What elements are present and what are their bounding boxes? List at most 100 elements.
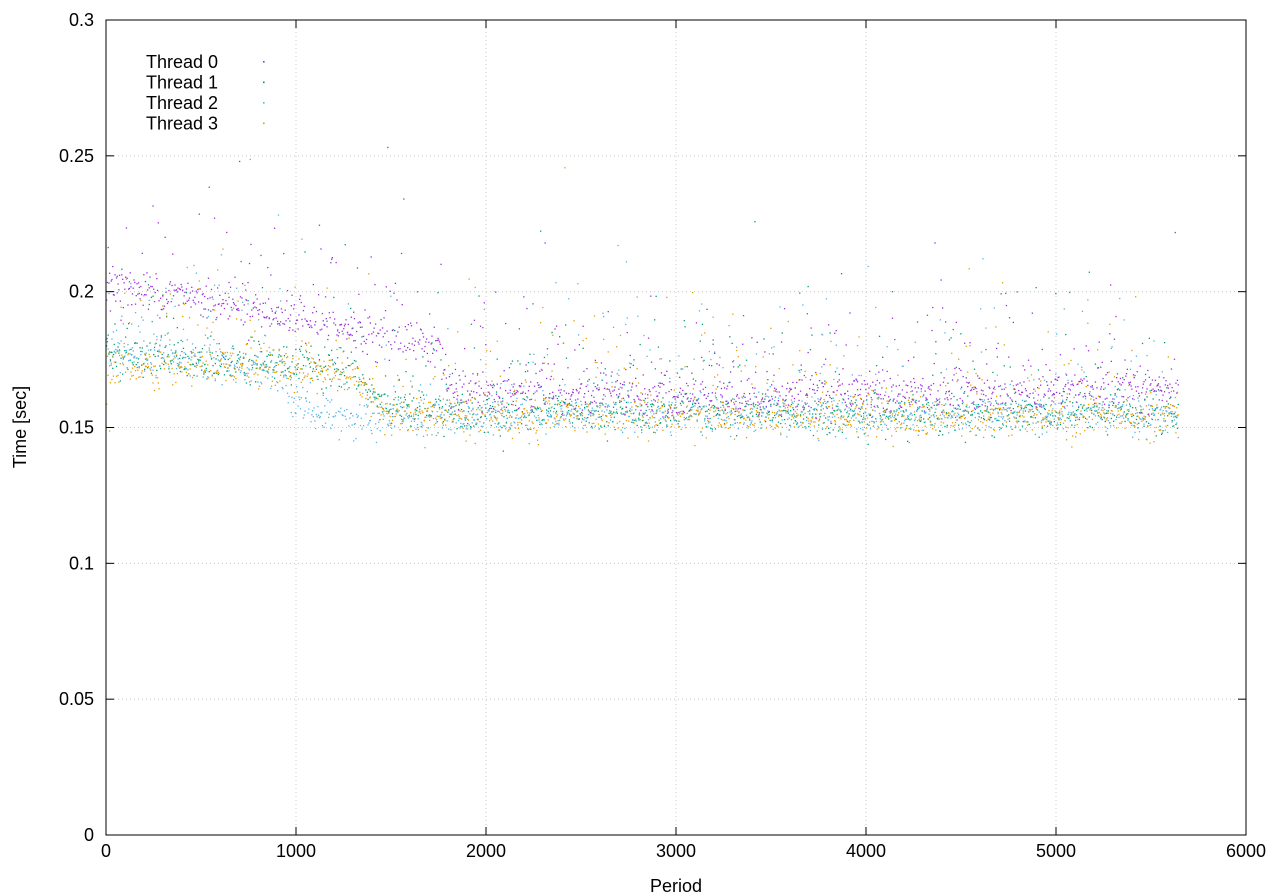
data-point xyxy=(526,410,528,412)
data-point xyxy=(179,361,181,363)
data-point xyxy=(627,390,629,392)
data-point xyxy=(603,411,606,413)
data-point xyxy=(999,429,1001,431)
data-point xyxy=(387,395,389,397)
data-point xyxy=(216,343,218,345)
data-point xyxy=(195,366,197,368)
data-point xyxy=(284,309,286,311)
data-point xyxy=(611,371,613,373)
data-point xyxy=(587,417,589,419)
data-point xyxy=(207,376,209,378)
data-point xyxy=(720,401,722,403)
data-point xyxy=(276,370,278,373)
data-point xyxy=(1136,423,1138,425)
data-point xyxy=(953,395,955,398)
data-point xyxy=(245,373,247,375)
data-point xyxy=(609,419,612,421)
data-point xyxy=(613,416,615,418)
data-point xyxy=(259,351,261,353)
data-point xyxy=(875,306,877,309)
data-point xyxy=(299,348,301,350)
data-point xyxy=(171,284,173,287)
data-point xyxy=(321,370,324,372)
data-point xyxy=(446,390,448,392)
data-point xyxy=(622,413,625,415)
data-point xyxy=(276,306,278,309)
data-point xyxy=(326,320,328,322)
data-point xyxy=(448,409,450,411)
data-point xyxy=(674,419,676,421)
data-point xyxy=(304,375,306,377)
data-point xyxy=(1037,369,1040,371)
data-point xyxy=(173,344,175,346)
data-point xyxy=(556,404,558,406)
data-point xyxy=(185,367,188,370)
data-point xyxy=(618,369,620,371)
data-point xyxy=(264,302,267,304)
data-point xyxy=(639,403,641,405)
data-point xyxy=(1045,421,1047,423)
data-point xyxy=(141,364,143,366)
data-point xyxy=(365,413,367,415)
data-point xyxy=(561,400,563,402)
data-point xyxy=(334,372,336,374)
data-point xyxy=(875,365,878,367)
data-point xyxy=(498,429,500,431)
data-point xyxy=(1132,421,1135,423)
data-point xyxy=(878,335,881,337)
data-point xyxy=(150,369,152,371)
data-point xyxy=(815,408,818,411)
data-point xyxy=(116,275,118,277)
data-point xyxy=(321,367,323,370)
data-point xyxy=(384,375,387,377)
data-point xyxy=(590,412,593,415)
data-point xyxy=(533,385,536,387)
data-point xyxy=(970,414,972,416)
data-point xyxy=(153,346,156,349)
data-point xyxy=(777,410,779,413)
data-point xyxy=(208,347,210,349)
data-point xyxy=(204,334,207,336)
data-point xyxy=(455,404,457,406)
data-point xyxy=(711,428,713,430)
data-point xyxy=(423,350,425,352)
data-point xyxy=(703,359,705,362)
data-point xyxy=(544,398,546,400)
data-point xyxy=(631,383,634,385)
data-point xyxy=(707,420,709,422)
data-point xyxy=(671,402,673,404)
data-point xyxy=(925,411,927,413)
data-point xyxy=(942,413,944,415)
data-point xyxy=(741,415,743,417)
data-point xyxy=(837,417,840,419)
data-point xyxy=(195,362,197,364)
data-point xyxy=(885,424,888,426)
data-point xyxy=(670,389,672,391)
data-point xyxy=(249,158,251,161)
data-point xyxy=(829,332,831,334)
data-point xyxy=(1040,399,1042,401)
data-point xyxy=(398,410,400,412)
data-point xyxy=(918,430,920,432)
data-point xyxy=(1110,394,1112,396)
data-point xyxy=(340,386,343,388)
data-point xyxy=(486,403,489,405)
data-point xyxy=(1037,421,1040,423)
data-point xyxy=(1138,422,1140,424)
data-point xyxy=(1163,420,1165,422)
data-point xyxy=(768,396,770,398)
data-point xyxy=(939,414,941,416)
data-point xyxy=(166,316,168,318)
data-point xyxy=(1080,413,1082,415)
data-point xyxy=(761,398,764,400)
data-point xyxy=(782,402,784,404)
data-point xyxy=(917,434,919,436)
data-point xyxy=(1012,412,1014,414)
data-point xyxy=(194,353,196,355)
data-point xyxy=(1161,432,1163,434)
data-point xyxy=(609,409,611,412)
data-point xyxy=(221,354,223,356)
data-point xyxy=(128,349,131,351)
data-point xyxy=(635,418,637,420)
data-point xyxy=(346,381,348,383)
